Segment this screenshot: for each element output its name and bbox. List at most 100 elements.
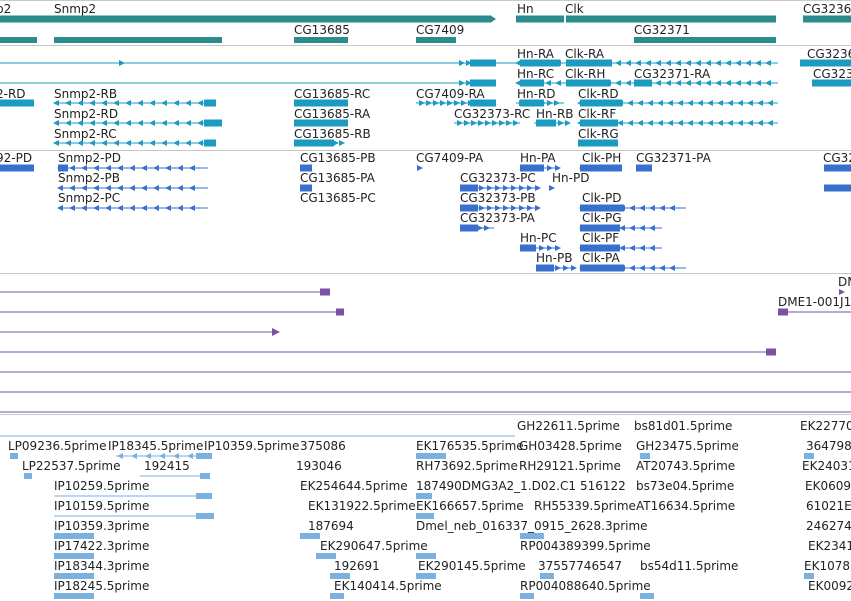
feature-label[interactable]: IP18245.5prime: [54, 579, 150, 593]
exon-block[interactable]: [294, 99, 348, 107]
strand-arrow-left[interactable]: [639, 205, 645, 211]
strand-arrow-right[interactable]: [487, 80, 493, 86]
strand-arrow-left[interactable]: [177, 185, 183, 191]
exon-block[interactable]: [580, 204, 624, 212]
strand-arrow-right[interactable]: [484, 225, 490, 231]
feature-label[interactable]: Hn-RA: [517, 47, 555, 61]
strand-arrow-right[interactable]: [839, 289, 845, 295]
exon-block[interactable]: [204, 119, 222, 127]
exon-block[interactable]: [58, 164, 68, 172]
strand-arrow-left[interactable]: [677, 120, 683, 126]
strand-arrow-right[interactable]: [511, 205, 517, 211]
feature-label[interactable]: DM: [838, 275, 851, 289]
strand-arrow-right[interactable]: [499, 120, 505, 126]
feature-label[interactable]: 187694: [308, 519, 354, 533]
strand-arrow-left[interactable]: [153, 205, 159, 211]
feature-label[interactable]: CG32373-PA: [460, 211, 535, 225]
strand-arrow-left[interactable]: [685, 60, 691, 66]
strand-arrow-left[interactable]: [137, 120, 143, 126]
strand-arrow-right[interactable]: [466, 80, 472, 86]
feature-label[interactable]: GH23475.5prime: [636, 439, 739, 453]
strand-arrow-left[interactable]: [687, 100, 693, 106]
strand-arrow-right[interactable]: [519, 205, 525, 211]
strand-arrow-left[interactable]: [747, 100, 753, 106]
strand-arrow-left[interactable]: [655, 60, 661, 66]
strand-arrow-right[interactable]: [563, 265, 569, 271]
strand-arrow-left[interactable]: [695, 60, 701, 66]
strand-arrow-left[interactable]: [629, 245, 635, 251]
strand-arrow-left[interactable]: [89, 140, 95, 146]
strand-arrow-left[interactable]: [665, 60, 671, 66]
strand-arrow-left[interactable]: [69, 185, 75, 191]
strand-arrow-left[interactable]: [649, 205, 655, 211]
feature-label[interactable]: Hn-RB: [536, 107, 574, 121]
strand-arrow-left[interactable]: [189, 205, 195, 211]
strand-arrow-right[interactable]: [539, 245, 545, 251]
strand-arrow-left[interactable]: [659, 265, 665, 271]
strand-arrow-left[interactable]: [725, 60, 731, 66]
strand-arrow-left[interactable]: [137, 140, 143, 146]
feature-label[interactable]: CG7409-RA: [416, 87, 485, 101]
strand-arrow-left[interactable]: [695, 80, 701, 86]
exon-block[interactable]: [640, 453, 650, 459]
strand-arrow-right[interactable]: [555, 245, 561, 251]
strand-arrow-left[interactable]: [615, 60, 621, 66]
strand-arrow-left[interactable]: [705, 60, 711, 66]
exon-block[interactable]: [520, 99, 544, 107]
strand-arrow-left[interactable]: [639, 225, 645, 231]
strand-arrow-left[interactable]: [173, 453, 179, 459]
exon-block[interactable]: [520, 244, 536, 252]
feature-label[interactable]: Clk-PF: [582, 231, 620, 245]
strand-arrow-right[interactable]: [417, 165, 423, 171]
exon-block[interactable]: [812, 79, 851, 87]
strand-arrow-left[interactable]: [687, 120, 693, 126]
strand-arrow-left[interactable]: [197, 140, 203, 146]
exon-block[interactable]: [634, 37, 776, 43]
feature-label[interactable]: Snmp2-PD: [58, 151, 121, 165]
strand-arrow-right[interactable]: [419, 100, 425, 106]
exon-block[interactable]: [520, 533, 544, 539]
feature-label[interactable]: EK290145.5prime: [418, 559, 526, 573]
exon-block[interactable]: [580, 224, 620, 232]
strand-arrow-right[interactable]: [473, 80, 479, 86]
strand-arrow-left[interactable]: [707, 120, 713, 126]
strand-arrow-left[interactable]: [647, 120, 653, 126]
strand-arrow-left[interactable]: [619, 245, 625, 251]
strand-arrow-left[interactable]: [173, 120, 179, 126]
exon-block[interactable]: [520, 164, 544, 172]
strand-arrow-left[interactable]: [649, 245, 655, 251]
strand-arrow-left[interactable]: [737, 100, 743, 106]
strand-arrow-left[interactable]: [757, 120, 763, 126]
strand-arrow-left[interactable]: [141, 185, 147, 191]
feature-label[interactable]: EK2341: [808, 539, 851, 553]
strand-arrow-right[interactable]: [519, 185, 525, 191]
feature-label[interactable]: EK290647.5prime: [320, 539, 428, 553]
feature-label[interactable]: Clk-PG: [582, 211, 622, 225]
exon-block[interactable]: [580, 99, 622, 107]
exon-block[interactable]: [24, 473, 32, 479]
strand-arrow-left[interactable]: [77, 140, 83, 146]
strand-arrow-left[interactable]: [57, 185, 63, 191]
strand-arrow-right[interactable]: [506, 120, 512, 126]
exon-block[interactable]: [516, 15, 564, 23]
strand-arrow-right[interactable]: [479, 185, 485, 191]
strand-arrow-left[interactable]: [767, 120, 773, 126]
strand-arrow-left[interactable]: [745, 60, 751, 66]
strand-arrow-right[interactable]: [495, 185, 501, 191]
feature-label[interactable]: EK22770: [800, 419, 851, 433]
strand-arrow-left[interactable]: [515, 80, 521, 86]
feature-label[interactable]: Clk-RD: [578, 87, 619, 101]
feature-label[interactable]: IP10159.5prime: [54, 499, 150, 513]
feature-label[interactable]: CG13685-PB: [300, 151, 376, 165]
strand-arrow-left[interactable]: [637, 120, 643, 126]
strand-arrow-left[interactable]: [197, 120, 203, 126]
strand-arrow-left[interactable]: [629, 225, 635, 231]
exon-block[interactable]: [0, 37, 37, 43]
exon-block[interactable]: [566, 79, 610, 87]
strand-arrow-left[interactable]: [639, 245, 645, 251]
strand-arrow-left[interactable]: [717, 100, 723, 106]
strand-arrow-left[interactable]: [173, 140, 179, 146]
strand-arrow-left[interactable]: [627, 120, 633, 126]
strand-arrow-left[interactable]: [669, 205, 675, 211]
strand-arrow-left[interactable]: [149, 100, 155, 106]
